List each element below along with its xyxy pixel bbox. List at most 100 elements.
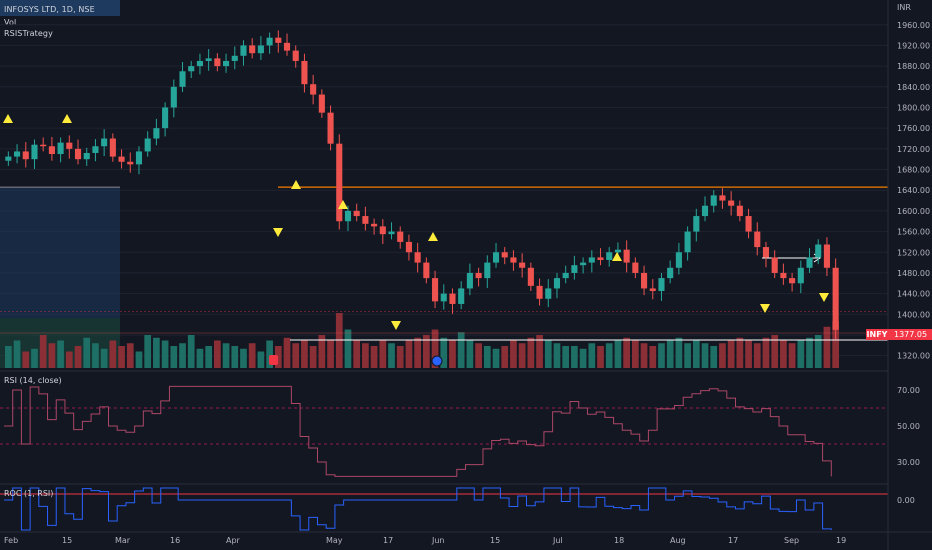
volume-bar <box>388 343 395 368</box>
volume-bar <box>727 340 735 368</box>
candle-body <box>484 262 491 279</box>
candle-body <box>5 156 12 161</box>
volume-bar <box>579 348 587 368</box>
volume-bar <box>405 340 413 368</box>
candle-body <box>745 216 752 232</box>
candle-body <box>318 94 325 113</box>
candle-body <box>684 231 691 253</box>
volume-bar <box>753 343 761 368</box>
price-tick-label: 1400.00 <box>897 310 930 319</box>
volume-bar <box>266 340 273 368</box>
price-tick-label: 1840.00 <box>897 83 930 92</box>
candle-body <box>719 195 726 201</box>
level-lines <box>0 186 888 341</box>
volume-bar <box>658 343 665 368</box>
candle-body <box>170 86 177 108</box>
last-price-tag: INFY 1377.05 <box>866 329 932 340</box>
price-tick-label: 1960.00 <box>897 21 930 30</box>
time-tick-label: 19 <box>836 536 846 545</box>
strategy-legend[interactable]: RSISTrategy <box>4 29 53 38</box>
time-tick-label: 16 <box>170 536 180 545</box>
volume-bar <box>231 346 239 368</box>
candle-body <box>623 249 630 263</box>
rsi-series <box>4 385 832 477</box>
volume-bar <box>109 340 117 368</box>
volume-bar <box>48 343 56 368</box>
candle-body <box>762 247 770 258</box>
volume-bar <box>692 340 700 368</box>
rsi-tick-label: 50.00 <box>897 422 920 431</box>
candle-body <box>48 146 55 155</box>
price-axis[interactable]: 1960.00 1920.00 1880.00 1840.00 1800.00 1760.… <box>897 21 930 361</box>
volume-bar <box>5 346 12 368</box>
candle-body <box>301 60 308 85</box>
price-tick-label: 1800.00 <box>897 103 930 112</box>
candle-body <box>379 226 386 235</box>
candle-body <box>127 161 134 165</box>
candle-body <box>14 151 21 157</box>
candle-body <box>771 257 778 273</box>
volume-bar <box>222 343 230 368</box>
buy-signal-marker <box>338 200 348 209</box>
candle-body <box>649 288 656 292</box>
volume-bar <box>187 335 195 368</box>
volume-bar <box>74 346 82 368</box>
symbol-title[interactable]: INFOSYS LTD, 1D, NSE <box>4 5 95 14</box>
candle-body <box>797 267 804 284</box>
volume-bar <box>301 340 308 368</box>
volume-bar <box>362 343 369 368</box>
volume-bar <box>144 335 152 368</box>
volume-bar <box>257 351 265 368</box>
currency-label: INR <box>897 3 911 12</box>
volume-legend[interactable]: Vol <box>4 18 17 27</box>
candle-body <box>632 262 639 273</box>
rsi-tick-label: 30.00 <box>897 458 920 467</box>
candle-body <box>66 142 73 149</box>
candle-body <box>405 241 412 253</box>
roc-series <box>4 487 832 531</box>
candle-body <box>223 60 230 67</box>
candle-body <box>466 272 473 289</box>
candle-body <box>196 60 203 67</box>
candle-body <box>501 252 508 258</box>
rsi-legend[interactable]: RSI (14, close) <box>4 376 62 385</box>
candle-body <box>275 37 282 43</box>
volume-bar <box>553 343 561 368</box>
roc-legend[interactable]: ROC (1, RSI) <box>4 489 54 498</box>
volume-bar <box>562 346 570 368</box>
volume-bar <box>675 337 683 368</box>
dividend-marker <box>431 355 443 367</box>
candle-body <box>118 156 125 162</box>
volume-bar <box>353 340 361 368</box>
candle-body <box>728 200 735 206</box>
candle-body <box>580 262 587 266</box>
candle-body <box>344 210 352 222</box>
price-tick-label: 1520.00 <box>897 248 930 257</box>
candle-body <box>336 143 343 222</box>
volume-bar <box>379 340 387 368</box>
candle-body <box>327 112 334 144</box>
volume-bar <box>597 346 604 368</box>
price-tick-label: 1880.00 <box>897 62 930 71</box>
candle-body <box>432 278 439 302</box>
time-axis[interactable]: Feb 15 Mar 16 Apr May 17 Jun 15 Jul 18 Aug 17 Sep 19 <box>4 536 846 545</box>
buy-signal-marker <box>3 114 13 123</box>
volume-bar <box>527 337 535 368</box>
volume-bar <box>588 343 596 368</box>
time-tick-label: May <box>326 536 343 545</box>
volume-bar <box>614 340 622 368</box>
candle-body <box>553 278 561 289</box>
buy-signal-marker <box>428 232 438 241</box>
volume-bar <box>449 340 456 368</box>
candles <box>5 30 839 340</box>
candle-body <box>31 144 38 160</box>
price-tick-label: 1480.00 <box>897 269 930 278</box>
candle-body <box>736 205 743 217</box>
candle-body <box>153 128 160 139</box>
volume-bar <box>823 326 831 368</box>
buy-signal-marker <box>291 180 301 189</box>
volume-bar <box>623 337 630 368</box>
volume-bar <box>710 346 718 368</box>
candle-body <box>388 231 395 235</box>
